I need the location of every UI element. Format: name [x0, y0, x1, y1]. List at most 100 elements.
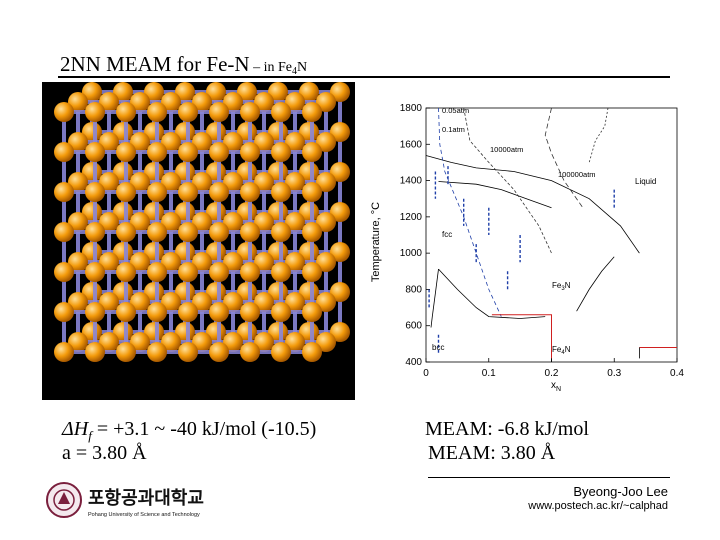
atom [254, 172, 274, 192]
label-fe4n: Fe4N [552, 345, 571, 356]
atom [285, 252, 305, 272]
atom [302, 102, 322, 122]
atom [223, 212, 243, 232]
y-tick-label: 400 [405, 357, 422, 368]
phase-diagram: Temperature, °C 400 600 800 1000 1200 1400 160… [370, 103, 684, 392]
y-tick-label: 1400 [400, 176, 423, 187]
atom [316, 292, 336, 312]
atom [271, 222, 291, 242]
atom [285, 172, 305, 192]
atom [209, 142, 229, 162]
y-tick-label: 600 [405, 321, 422, 332]
atom [223, 132, 243, 152]
atom [68, 212, 88, 232]
phase-boundary [491, 314, 552, 359]
meam-lattice-text: MEAM: 3.80 Å [428, 442, 556, 464]
atom [161, 212, 181, 232]
atom [285, 132, 305, 152]
crystal-structure-svg [54, 82, 350, 362]
label-fcc: fcc [442, 230, 452, 239]
atom [330, 242, 350, 262]
atom [85, 262, 105, 282]
atom [271, 142, 291, 162]
x-tick-label: 0.3 [607, 368, 621, 379]
atom [254, 292, 274, 312]
atom [223, 172, 243, 192]
atom [147, 342, 167, 362]
atom [175, 82, 195, 102]
atom [285, 212, 305, 232]
atom [99, 252, 119, 272]
x-axis-label: xN [551, 380, 561, 392]
atom [178, 222, 198, 242]
atom [316, 332, 336, 352]
atom [223, 92, 243, 112]
atom [254, 252, 274, 272]
atom [130, 332, 150, 352]
atom [209, 222, 229, 242]
atom [240, 342, 260, 362]
logo-english-text: Pohang University of Science and Technol… [88, 512, 200, 518]
atom [99, 172, 119, 192]
footer-divider [428, 477, 670, 478]
label-bcc: bcc [432, 343, 444, 352]
atom [240, 222, 260, 242]
x-tick-label: 0.2 [545, 368, 559, 379]
crystal-structure-image [42, 82, 355, 400]
atom [271, 182, 291, 202]
atom [54, 182, 74, 202]
atom [178, 262, 198, 282]
title-underline [58, 76, 670, 78]
atom [161, 172, 181, 192]
phase-boundary [430, 269, 439, 328]
atom [178, 302, 198, 322]
atom [130, 212, 150, 232]
atom [271, 102, 291, 122]
y-tick-label: 1600 [400, 139, 423, 150]
atom [302, 142, 322, 162]
atom [147, 262, 167, 282]
label-100000atm: 100000atm [558, 170, 596, 179]
y-tick-labels: 400 600 800 1000 1200 1400 1600 1800 [400, 103, 430, 368]
atom [330, 322, 350, 342]
atom [192, 252, 212, 272]
author-name: Byeong-Joo Lee [573, 484, 668, 499]
atom [271, 342, 291, 362]
atom [237, 82, 257, 102]
atom [68, 92, 88, 112]
formation-enthalpy-text: ΔHf = +3.1 ~ -40 kJ/mol (-10.5) [62, 418, 316, 444]
lattice-parameter-text: a = 3.80 Å [62, 442, 147, 464]
x-tick-label: 0.1 [482, 368, 496, 379]
plot-area [425, 107, 678, 363]
atom [99, 332, 119, 352]
title-subscript: 4 [291, 66, 297, 77]
atom [178, 102, 198, 122]
atom [254, 92, 274, 112]
atom [316, 252, 336, 272]
atom [99, 292, 119, 312]
atom [192, 212, 212, 232]
atom [271, 302, 291, 322]
phase-boundary [425, 155, 640, 254]
atom [99, 132, 119, 152]
label-fe3n: Fe3N [552, 281, 571, 292]
atom [82, 82, 102, 102]
atom [113, 82, 133, 102]
lab-url[interactable]: www.postech.ac.kr/~calphad [528, 500, 668, 512]
atom [330, 282, 350, 302]
university-logo: 포항공과대학교 Pohang University of Science and… [46, 482, 204, 518]
atom [85, 302, 105, 322]
phase-boundary [438, 107, 502, 317]
atom [147, 102, 167, 122]
title-main: 2NN MEAM for Fe-N [60, 52, 250, 76]
atom [192, 92, 212, 112]
phase-boundary [463, 107, 552, 254]
title-dash: – [249, 60, 264, 75]
y-tick-label: 1000 [400, 248, 423, 259]
y-tick-label: 1200 [400, 212, 423, 223]
x-tick-labels: 0 0.1 0.2 0.3 0.4 [423, 358, 684, 379]
atom [192, 292, 212, 312]
atom [68, 292, 88, 312]
atom [192, 332, 212, 352]
atom [147, 222, 167, 242]
